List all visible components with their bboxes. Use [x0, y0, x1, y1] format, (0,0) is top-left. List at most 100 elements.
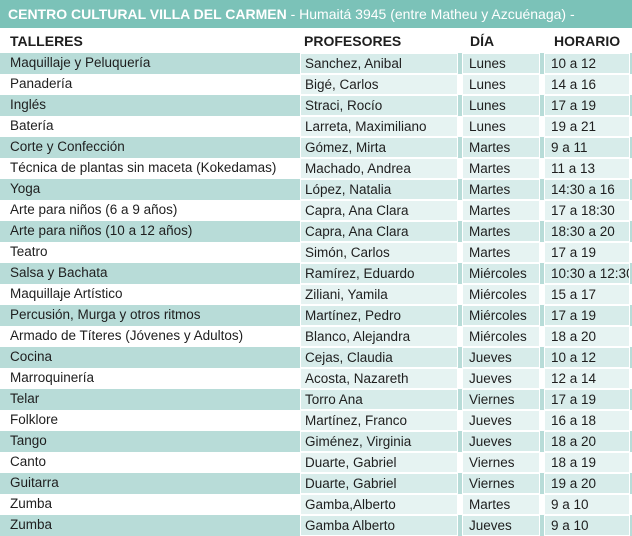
taller-cell: Cocina — [10, 349, 53, 364]
taller-cell: Arte para niños (10 a 12 años) — [10, 223, 193, 238]
table-row: Tango Giménez, Virginia Jueves 18 a 20 — [0, 431, 632, 452]
horario-cell: 14 a 16 — [544, 74, 630, 95]
taller-cell: Tango — [10, 433, 47, 448]
dia-cell: Martes — [462, 221, 540, 242]
horario-cell: 19 a 21 — [544, 116, 630, 137]
profesor-cell: Gamba Alberto — [300, 515, 458, 536]
profesor-cell: Blanco, Alejandra — [300, 326, 458, 347]
taller-cell: Teatro — [10, 244, 48, 259]
table-row: Cocina Cejas, Claudia Jueves 10 a 12 — [0, 347, 632, 368]
horario-cell: 10 a 12 — [544, 347, 630, 368]
dia-cell: Jueves — [462, 347, 540, 368]
dia-cell: Viernes — [462, 452, 540, 473]
taller-cell: Zumba — [10, 496, 53, 511]
dia-cell: Martes — [462, 200, 540, 221]
table-row: Inglés Straci, Rocío Lunes 17 a 19 — [0, 95, 632, 116]
profesor-cell: Larreta, Maximiliano — [300, 116, 458, 137]
table-row: Marroquinería Acosta, Nazareth Jueves 12 a … — [0, 368, 632, 389]
dia-cell: Martes — [462, 158, 540, 179]
profesor-cell: López, Natalia — [300, 179, 458, 200]
profesor-cell: Martínez, Pedro — [300, 305, 458, 326]
taller-cell: Panadería — [10, 76, 73, 91]
taller-cell: Telar — [10, 391, 40, 406]
horario-cell: 15 a 17 — [544, 284, 630, 305]
taller-cell: Percusión, Murga y otros ritmos — [10, 307, 201, 322]
table-row: Corte y Confección Gómez, Mirta Martes 9 a … — [0, 137, 632, 158]
profesor-cell: Acosta, Nazareth — [300, 368, 458, 389]
horario-cell: 16 a 18 — [544, 410, 630, 431]
dia-cell: Lunes — [462, 116, 540, 137]
profesor-cell: Duarte, Gabriel — [300, 452, 458, 473]
profesor-cell: Machado, Andrea — [300, 158, 458, 179]
dia-cell: Miércoles — [462, 305, 540, 326]
profesor-cell: Capra, Ana Clara — [300, 221, 458, 242]
taller-cell: Canto — [10, 454, 47, 469]
profesor-cell: Torro Ana — [300, 389, 458, 410]
table-row: Técnica de plantas sin maceta (Kokedamas… — [0, 158, 632, 179]
profesor-cell: Ramírez, Eduardo — [300, 263, 458, 284]
dia-cell: Jueves — [462, 515, 540, 536]
horario-cell: 17 a 19 — [544, 242, 630, 263]
table-row: Batería Larreta, Maximiliano Lunes 19 a 21 — [0, 116, 632, 137]
header-talleres: TALLERES — [10, 33, 83, 49]
dia-cell: Viernes — [462, 473, 540, 494]
taller-cell: Zumba — [10, 517, 53, 532]
horario-cell: 12 a 14 — [544, 368, 630, 389]
horario-cell: 9 a 10 — [544, 494, 630, 515]
table-row: Percusión, Murga y otros ritmos Martínez,… — [0, 305, 632, 326]
profesor-cell: Cejas, Claudia — [300, 347, 458, 368]
table-row: Zumba Gamba,Alberto Martes 9 a 10 — [0, 494, 632, 515]
taller-cell: Salsa y Bachata — [10, 265, 108, 280]
title-bar: CENTRO CULTURAL VILLA DEL CARMEN - Humai… — [0, 0, 632, 28]
dia-cell: Lunes — [462, 95, 540, 116]
dia-cell: Jueves — [462, 410, 540, 431]
horario-cell: 18:30 a 20 — [544, 221, 630, 242]
table-header: TALLERES PROFESORES DÍA HORARIO — [0, 28, 632, 53]
taller-cell: Maquillaje y Peluquería — [10, 55, 151, 70]
table-row: Teatro Simón, Carlos Martes 17 a 19 — [0, 242, 632, 263]
taller-cell: Maquillaje Artístico — [10, 286, 123, 301]
dia-cell: Martes — [462, 137, 540, 158]
center-address: - Humaitá 3945 (entre Matheu y Azcuénaga… — [286, 6, 575, 22]
table-row: Salsa y Bachata Ramírez, Eduardo Miércoles… — [0, 263, 632, 284]
horario-cell: 9 a 10 — [544, 515, 630, 536]
table-row: Maquillaje y Peluquería Sanchez, Anibal Lu… — [0, 53, 632, 74]
horario-cell: 18 a 20 — [544, 431, 630, 452]
table-row: Maquillaje Artístico Ziliani, Yamila Miérc… — [0, 284, 632, 305]
dia-cell: Martes — [462, 494, 540, 515]
table-row: Folklore Martínez, Franco Jueves 16 a 18 — [0, 410, 632, 431]
horario-cell: 10 a 12 — [544, 53, 630, 74]
horario-cell: 11 a 13 — [544, 158, 630, 179]
horario-cell: 17 a 19 — [544, 389, 630, 410]
dia-cell: Martes — [462, 242, 540, 263]
taller-cell: Folklore — [10, 412, 59, 427]
dia-cell: Miércoles — [462, 263, 540, 284]
taller-cell: Inglés — [10, 97, 47, 112]
taller-cell: Arte para niños (6 a 9 años) — [10, 202, 178, 217]
table-row: Yoga López, Natalia Martes 14:30 a 16 — [0, 179, 632, 200]
profesor-cell: Gómez, Mirta — [300, 137, 458, 158]
profesor-cell: Martínez, Franco — [300, 410, 458, 431]
dia-cell: Jueves — [462, 431, 540, 452]
horario-cell: 10:30 a 12:30 — [544, 263, 630, 284]
header-horario: HORARIO — [554, 33, 621, 49]
horario-cell: 18 a 20 — [544, 326, 630, 347]
profesor-cell: Simón, Carlos — [300, 242, 458, 263]
header-profesores: PROFESORES — [304, 33, 402, 49]
horario-cell: 19 a 20 — [544, 473, 630, 494]
profesor-cell: Capra, Ana Clara — [300, 200, 458, 221]
profesor-cell: Sanchez, Anibal — [300, 53, 458, 74]
taller-cell: Armado de Títeres (Jóvenes y Adultos) — [10, 328, 244, 343]
dia-cell: Jueves — [462, 368, 540, 389]
taller-cell: Batería — [10, 118, 54, 133]
dia-cell: Lunes — [462, 53, 540, 74]
horario-cell: 9 a 11 — [544, 137, 630, 158]
center-name: CENTRO CULTURAL VILLA DEL CARMEN — [8, 6, 287, 22]
profesor-cell: Ziliani, Yamila — [300, 284, 458, 305]
horario-cell: 18 a 19 — [544, 452, 630, 473]
horario-cell: 17 a 19 — [544, 95, 630, 116]
header-dia: DÍA — [470, 33, 495, 49]
table-row: Armado de Títeres (Jóvenes y Adultos) Bla… — [0, 326, 632, 347]
taller-cell: Yoga — [10, 181, 41, 196]
taller-cell: Guitarra — [10, 475, 59, 490]
